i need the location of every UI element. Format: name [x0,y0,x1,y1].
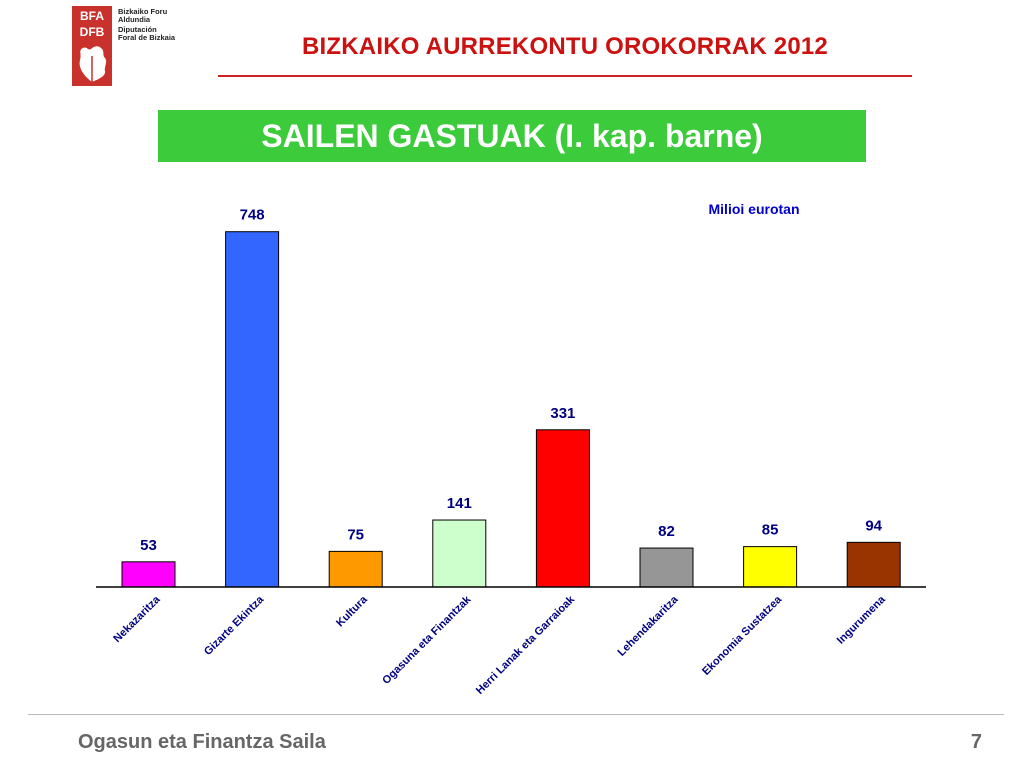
category-label-0: Nekazaritza [111,593,163,645]
bar-4 [535,429,590,588]
value-label-6: 85 [762,522,779,539]
bar-2 [328,550,383,588]
footer-divider [28,714,1004,715]
section-banner: SAILEN GASTUAK (I. kap. barne) [158,110,866,162]
footer-department: Ogasun eta Finantza Saila [78,731,326,753]
logo-line-3: Diputación [118,25,157,34]
value-label-2: 75 [347,526,364,543]
logo-line-2: Aldundia [118,15,151,24]
bar-7 [846,541,901,588]
page-number: 7 [970,731,982,753]
category-label-4: Herri Lanak eta Garraioak [474,593,578,697]
category-label-5: Lehendakaritza [616,593,682,659]
value-label-0: 53 [140,537,157,554]
category-label-1: Gizarte Ekintza [202,593,267,658]
bfa-dfb-logo: BFA DFB Bizkaiko Foru Aldundia Diputació… [72,6,176,90]
logo-line-1: Bizkaiko Foru [118,7,168,16]
value-label-4: 331 [550,405,575,422]
value-label-3: 141 [447,495,472,512]
logo-code-top: BFA [80,9,104,23]
logo-line-4: Foral de Bizkaia [118,33,176,42]
title-underline [218,75,912,77]
bar-3 [432,519,487,588]
category-label-7: Ingurumena [835,593,889,647]
logo-code-bottom: DFB [79,25,105,39]
value-label-1: 748 [240,207,265,224]
category-label-6: Ekonomia Sustatzea [700,593,785,678]
bar-5 [639,547,694,588]
unit-note: Milioi eurotan [709,201,800,217]
logo-emblem: BFA DFB [72,6,112,86]
bar-1 [225,231,280,588]
category-label-2: Kultura [334,593,370,629]
value-label-7: 94 [865,517,882,534]
category-label-3: Ogasuna eta Finantzak [380,593,474,687]
bar-0 [121,561,176,588]
page-title: BIZKAIKO AURREKONTU OROKORRAK 2012 [302,33,828,60]
banner-title: SAILEN GASTUAK (I. kap. barne) [261,118,763,154]
value-label-5: 82 [658,523,675,540]
oak-leaf-icon [79,46,107,82]
bar-6 [743,546,798,588]
